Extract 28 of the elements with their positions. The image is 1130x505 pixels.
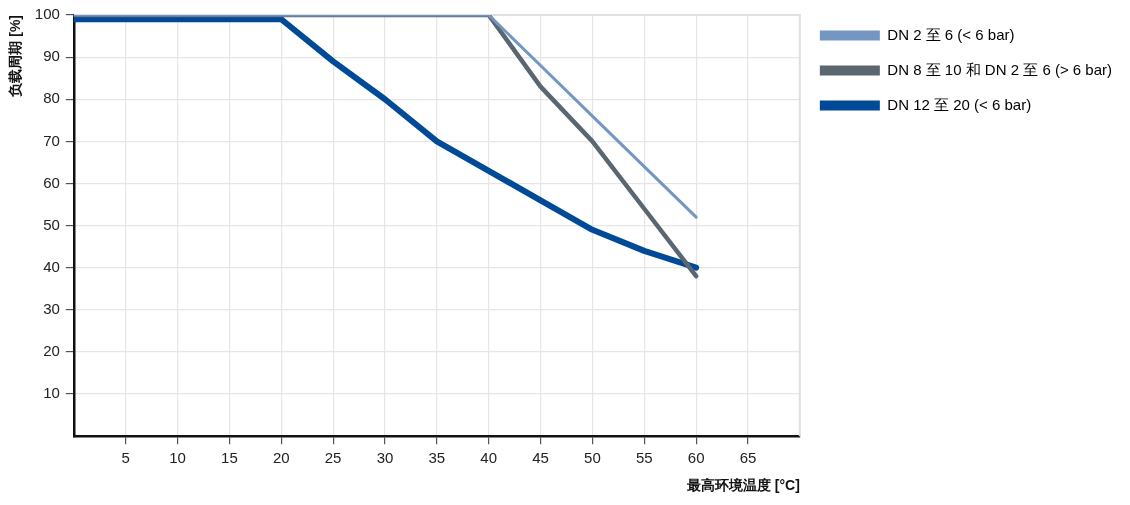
x-tick-label: 50 [584,449,601,467]
x-tick-label: 65 [739,449,757,467]
y-tick-label: 80 [43,89,60,107]
y-tick-label: 100 [34,5,60,23]
x-tick-label: 25 [324,449,342,467]
y-tick-label: 40 [43,257,60,275]
legend-label: DN 2 至 6 (< 6 bar) [887,25,1015,43]
x-tick-label: 10 [169,449,186,467]
x-tick-label: 60 [687,449,705,467]
y-tick-label: 70 [43,131,60,149]
y-tick-label: 60 [43,173,60,191]
y-axis-title: 负载周期 [%] [7,15,24,98]
x-tick-label: 30 [376,449,394,467]
y-tick-label: 30 [43,299,60,317]
y-tick-label: 20 [43,342,60,360]
x-axis-title: 最高环境温度 [°C] [685,477,800,494]
legend-label: DN 12 至 20 (< 6 bar) [887,95,1032,113]
x-tick-label: 55 [635,449,653,467]
x-tick-label: 15 [221,449,238,467]
y-tick-label: 10 [43,384,60,402]
x-tick-label: 35 [428,449,446,467]
y-tick-label: 50 [43,215,60,233]
legend-label: DN 8 至 10 和 DN 2 至 6 (> 6 bar) [887,60,1112,78]
x-tick-label: 20 [272,449,290,467]
x-tick-label: 5 [121,449,130,467]
x-tick-label: 40 [480,449,498,467]
y-tick-label: 90 [43,47,60,65]
x-tick-label: 45 [532,449,549,467]
